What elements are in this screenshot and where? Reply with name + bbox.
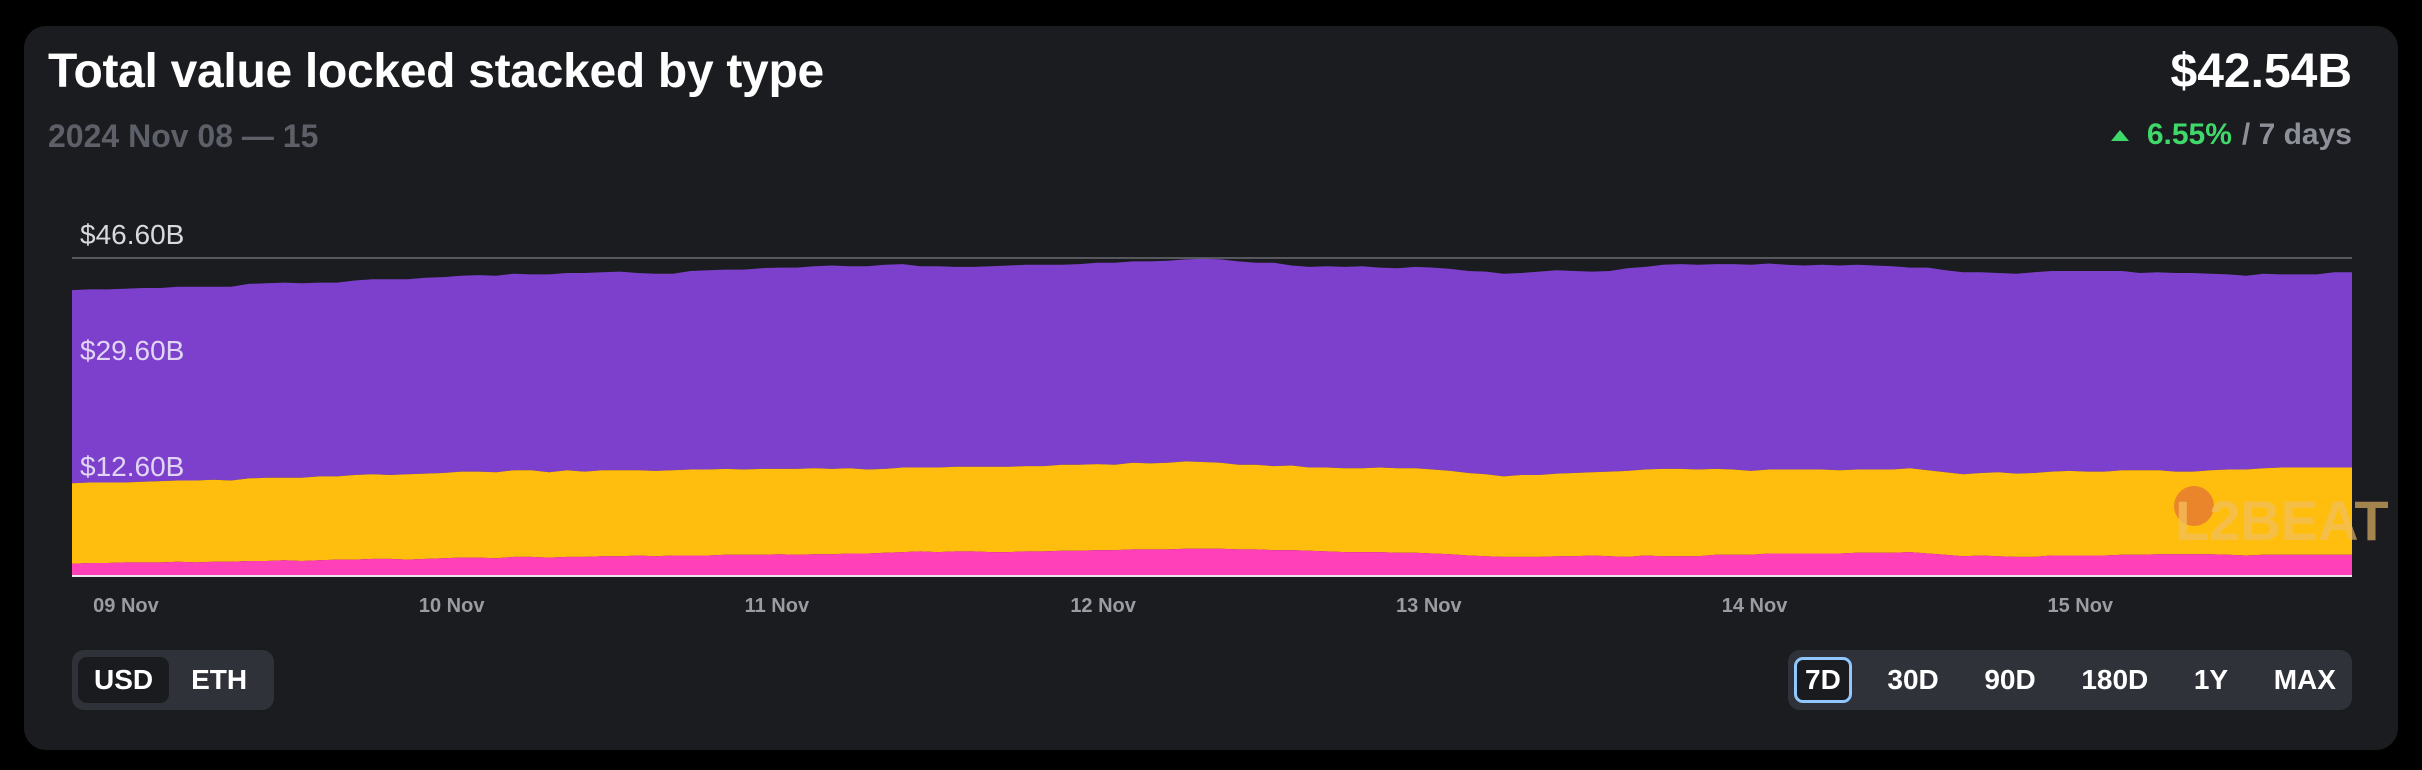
x-tick-label: 13 Nov bbox=[1396, 595, 1462, 617]
area-native bbox=[72, 548, 2352, 576]
currency-option-eth[interactable]: ETH bbox=[191, 664, 248, 695]
area-external bbox=[72, 461, 2352, 564]
watermark-heart-icon bbox=[2174, 486, 2214, 526]
y-tick-label: $29.60B bbox=[80, 335, 184, 366]
date-range: 2024 Nov 08 — 15 bbox=[48, 118, 319, 154]
x-tick-label: 12 Nov bbox=[1070, 595, 1136, 617]
range-option-30d[interactable]: 30D bbox=[1887, 664, 1939, 695]
range-option-max[interactable]: MAX bbox=[2273, 664, 2336, 695]
y-tick-label: $46.60B bbox=[80, 219, 184, 250]
watermark-text: L2BEAT bbox=[2175, 489, 2389, 552]
total-value: $42.54B bbox=[2170, 45, 2352, 98]
currency-toggle: USD ETH bbox=[72, 650, 274, 710]
chart-title: Total value locked stacked by type bbox=[48, 45, 824, 98]
change-indicator: 6.55% / 7 days bbox=[2110, 118, 2352, 152]
x-tick-label: 10 Nov bbox=[419, 595, 485, 617]
change-period: / 7 days bbox=[2241, 118, 2352, 151]
change-percent: 6.55% bbox=[2146, 118, 2232, 151]
range-option-180d[interactable]: 180D bbox=[2081, 664, 2149, 695]
x-tick-label: 14 Nov bbox=[1722, 595, 1788, 617]
time-range-selector: 7D 30D 90D 180D 1Y MAX bbox=[1788, 650, 2352, 710]
stacked-area-chart: $12.60B $29.60B $46.60B 09 Nov 10 Nov 11 Nov… bbox=[72, 219, 2389, 617]
arrow-up-icon bbox=[2110, 129, 2129, 141]
x-tick-label: 09 Nov bbox=[93, 595, 159, 617]
l2beat-watermark: L2BEAT bbox=[2174, 486, 2389, 552]
x-tick-label: 11 Nov bbox=[745, 595, 810, 617]
range-option-7d[interactable]: 7D bbox=[1794, 657, 1852, 703]
area-canonical bbox=[72, 258, 2352, 484]
range-option-1y[interactable]: 1Y bbox=[2193, 664, 2229, 695]
currency-option-usd[interactable]: USD bbox=[78, 657, 170, 703]
x-tick-label: 15 Nov bbox=[2047, 595, 2113, 617]
y-tick-label: $12.60B bbox=[80, 451, 184, 482]
range-option-90d[interactable]: 90D bbox=[1984, 664, 2036, 695]
